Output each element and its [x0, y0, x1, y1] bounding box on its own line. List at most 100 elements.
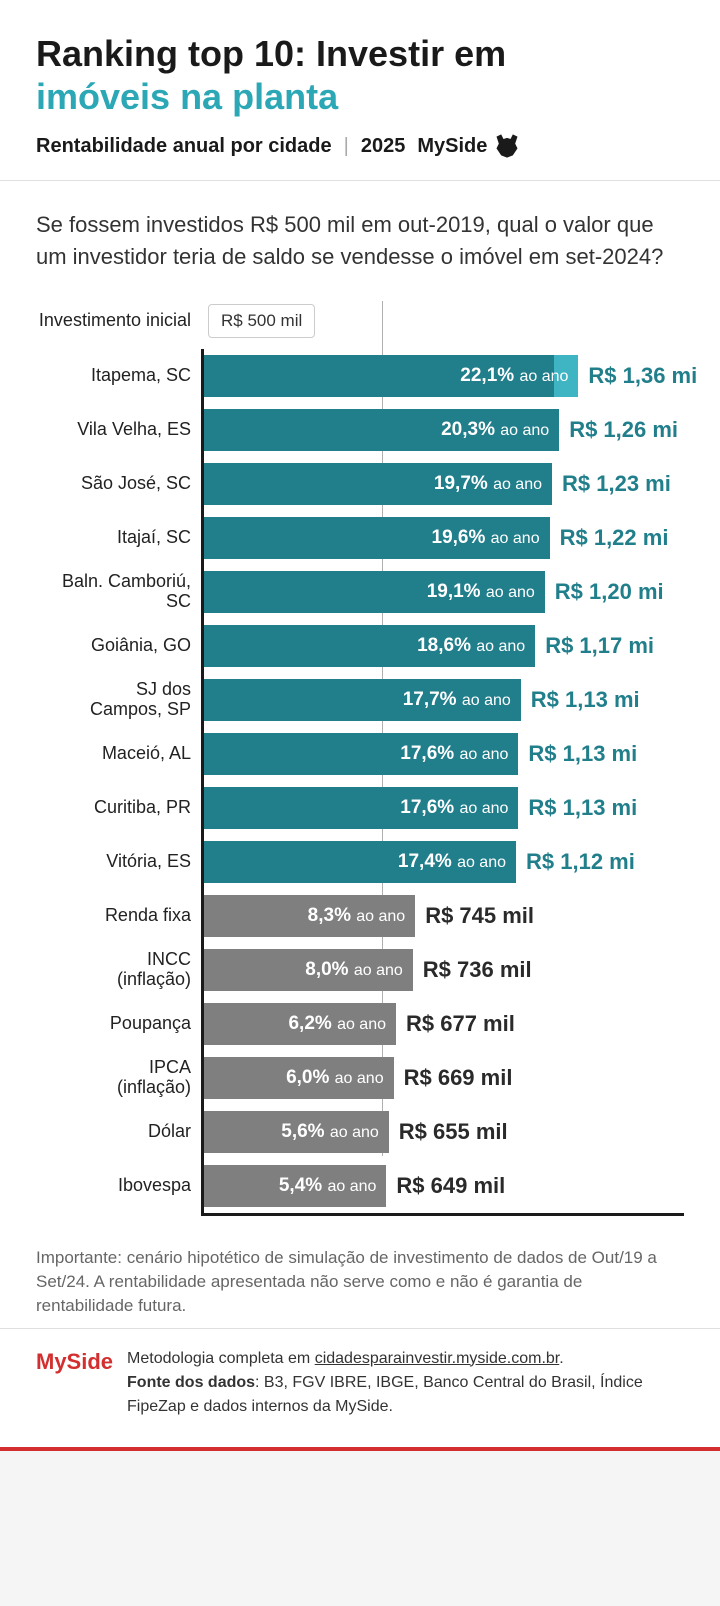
- bar-col: 19,7% ao anoR$ 1,23 mi: [201, 457, 684, 511]
- year-text: 2025: [361, 135, 406, 158]
- methodology-link: cidadesparainvestir.myside.com.br: [315, 1350, 560, 1367]
- chart-row: Curitiba, PR17,6% ao anoR$ 1,13 mi: [36, 781, 684, 835]
- bar: 22,1% ao ano: [204, 355, 578, 397]
- bar-pct-text: 17,4% ao ano: [398, 851, 506, 873]
- bar-col: 17,4% ao ano R$ 1,12 mi: [201, 835, 684, 889]
- chart-row: Itapema, SC22,1% ao anoR$ 1,36 mi: [36, 349, 684, 403]
- bar-col: 5,4% ao ano R$ 649 mil: [201, 1159, 684, 1213]
- row-label: Vila Velha, ES: [36, 420, 201, 440]
- title-line2: imóveis na planta: [36, 75, 684, 118]
- initial-label: Investimento inicial: [36, 311, 201, 331]
- bar-col: 22,1% ao anoR$ 1,36 mi: [201, 349, 684, 403]
- chart-row: Poupança6,2% ao anoR$ 677 mil: [36, 997, 684, 1051]
- bar-value-label: R$ 1,36 mi: [588, 363, 697, 389]
- methodology-prefix: Metodologia completa em: [127, 1350, 315, 1367]
- bar-value-label: R$ 669 mil: [404, 1065, 513, 1091]
- bar: 20,3% ao ano: [204, 409, 559, 451]
- bar-pct-text: 8,0% ao ano: [305, 959, 403, 981]
- bar-pct-text: 19,6% ao ano: [432, 527, 540, 549]
- bar: 17,6% ao ano: [204, 733, 518, 775]
- bar-col: 8,0% ao ano R$ 736 mil: [201, 943, 684, 997]
- bar: 5,4% ao ano: [204, 1165, 386, 1207]
- bar: 5,6% ao ano: [204, 1111, 389, 1153]
- bar-col: 19,1% ao anoR$ 1,20 mi: [201, 565, 684, 619]
- brand-header: MySide: [417, 132, 521, 160]
- bar-pct-text: 5,4% ao ano: [279, 1175, 377, 1197]
- bar-value-label: R$ 655 mil: [399, 1119, 508, 1145]
- bar-pct-text: 6,0% ao ano: [286, 1067, 384, 1089]
- bar-value-label: R$ 1,13 mi: [531, 687, 640, 713]
- chart-row: São José, SC19,7% ao anoR$ 1,23 mi: [36, 457, 684, 511]
- bar-pct-text: 20,3% ao ano: [441, 419, 549, 441]
- separator: |: [344, 135, 349, 158]
- bar: 8,0% ao ano: [204, 949, 413, 991]
- row-label: Vitória, ES: [36, 852, 201, 872]
- bar-col: 19,6% ao ano R$ 1,22 mi: [201, 511, 684, 565]
- bar-value-label: R$ 649 mil: [396, 1173, 505, 1199]
- bar-pct-text: 17,6% ao ano: [400, 743, 508, 765]
- footer: MySide Metodologia completa em cidadespa…: [0, 1329, 720, 1447]
- chart-row: INCC(inflação) 8,0% ao ano R$ 736 mil: [36, 943, 684, 997]
- row-label: São José, SC: [36, 474, 201, 494]
- row-label: Itajaí, SC: [36, 528, 201, 548]
- row-label: Ibovespa: [36, 1176, 201, 1196]
- chart-row: Dólar5,6% ao ano R$ 655 mil: [36, 1105, 684, 1159]
- bar: 19,1% ao ano: [204, 571, 545, 613]
- bar-col: 5,6% ao ano R$ 655 mil: [201, 1105, 684, 1159]
- chart-row: Maceió, AL 17,6% ao ano R$ 1,13 mi: [36, 727, 684, 781]
- bar-col: 8,3% ao ano R$ 745 mil: [201, 889, 684, 943]
- infographic-container: Ranking top 10: Investir em imóveis na p…: [0, 0, 720, 1451]
- chart-row: SJ dosCampos, SP17,7% ao ano R$ 1,13 mi: [36, 673, 684, 727]
- bar-col: 6,0% ao ano R$ 669 mil: [201, 1051, 684, 1105]
- row-label: Itapema, SC: [36, 366, 201, 386]
- bar-col: 18,6% ao ano R$ 1,17 mi: [201, 619, 684, 673]
- row-label: SJ dosCampos, SP: [36, 680, 201, 720]
- chart-row: Baln. Camboriú,SC19,1% ao anoR$ 1,20 mi: [36, 565, 684, 619]
- bar-value-label: R$ 1,13 mi: [528, 795, 637, 821]
- row-label: Goiânia, GO: [36, 636, 201, 656]
- bar-value-label: R$ 736 mil: [423, 957, 532, 983]
- initial-bar-col: R$ 500 mil: [201, 301, 684, 341]
- bar-pct-text: 6,2% ao ano: [288, 1013, 386, 1035]
- source-label: Fonte dos dados: [127, 1374, 255, 1391]
- footer-brand: MySide: [36, 1349, 113, 1375]
- bar-pct-text: 19,1% ao ano: [427, 581, 535, 603]
- bar-value-label: R$ 1,22 mi: [560, 525, 669, 551]
- row-label: Dólar: [36, 1122, 201, 1142]
- bar-col: 6,2% ao ano R$ 677 mil: [201, 997, 684, 1051]
- brand-name: MySide: [417, 135, 487, 158]
- bar-value-label: R$ 745 mil: [425, 903, 534, 929]
- bar-col: 17,7% ao ano R$ 1,13 mi: [201, 673, 684, 727]
- bar: 6,2% ao ano: [204, 1003, 396, 1045]
- rows-host: Itapema, SC22,1% ao anoR$ 1,36 miVila Ve…: [36, 349, 684, 1213]
- content: Se fossem investidos R$ 500 mil em out-2…: [0, 181, 720, 1228]
- bar-col: 20,3% ao ano R$ 1,26 mi: [201, 403, 684, 457]
- bar: 17,7% ao ano: [204, 679, 521, 721]
- bar-pct-text: 8,3% ao ano: [308, 905, 406, 927]
- question-text: Se fossem investidos R$ 500 mil em out-2…: [36, 209, 684, 273]
- chart-row: Itajaí, SC 19,6% ao ano R$ 1,22 mi: [36, 511, 684, 565]
- subtitle-text: Rentabilidade anual por cidade: [36, 135, 332, 158]
- row-label: Renda fixa: [36, 906, 201, 926]
- chart-row: IPCA(inflação)6,0% ao anoR$ 669 mil: [36, 1051, 684, 1105]
- row-label: INCC(inflação): [36, 950, 201, 990]
- chart-row: Renda fixa 8,3% ao ano R$ 745 mil: [36, 889, 684, 943]
- bar: 19,7% ao ano: [204, 463, 552, 505]
- bar-col: 17,6% ao ano R$ 1,13 mi: [201, 727, 684, 781]
- bar-value-label: R$ 1,13 mi: [528, 741, 637, 767]
- bar: 17,4% ao ano: [204, 841, 516, 883]
- bar-value-label: R$ 677 mil: [406, 1011, 515, 1037]
- disclaimer-text: Importante: cenário hipotético de simula…: [0, 1228, 720, 1327]
- bar-value-label: R$ 1,12 mi: [526, 849, 635, 875]
- row-label: Maceió, AL: [36, 744, 201, 764]
- chart-row: Vila Velha, ES 20,3% ao ano R$ 1,26 mi: [36, 403, 684, 457]
- bar-value-label: R$ 1,26 mi: [569, 417, 678, 443]
- title-line1: Ranking top 10: Investir em: [36, 32, 684, 75]
- bar-pct-text: 18,6% ao ano: [417, 635, 525, 657]
- bar: 18,6% ao ano: [204, 625, 535, 667]
- initial-value-box: R$ 500 mil: [208, 304, 315, 338]
- bar-pct-text: 22,1% ao ano: [460, 365, 568, 387]
- subtitle-row: Rentabilidade anual por cidade | 2025 My…: [36, 132, 684, 160]
- header: Ranking top 10: Investir em imóveis na p…: [0, 0, 720, 180]
- bar-value-label: R$ 1,17 mi: [545, 633, 654, 659]
